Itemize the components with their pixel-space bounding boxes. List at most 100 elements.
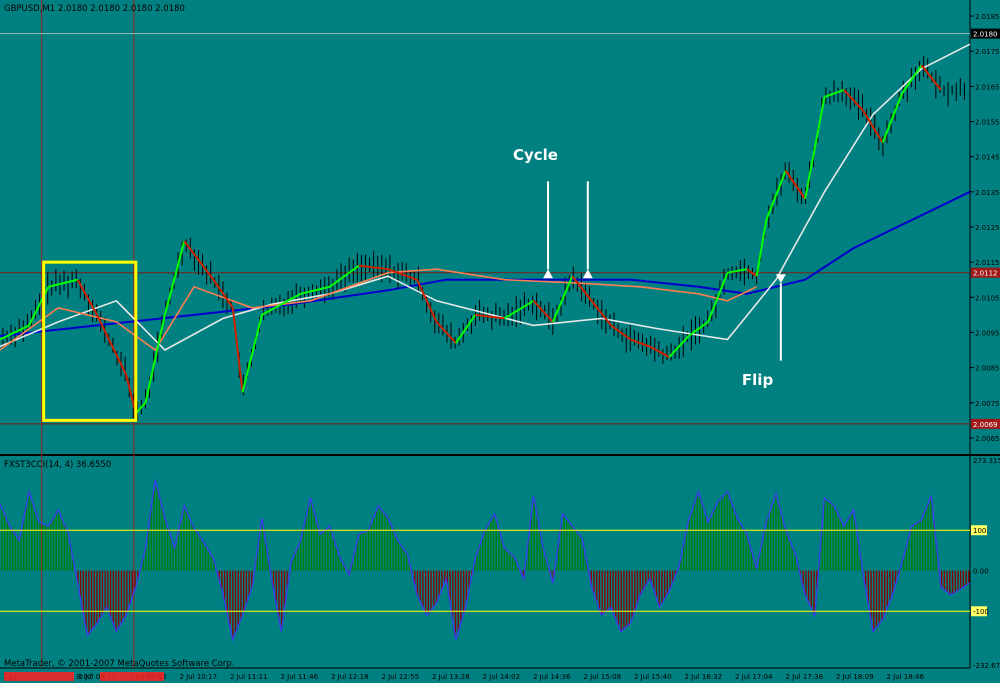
trend-down-segment: [784, 170, 806, 200]
bottom-time-axis: [0, 668, 1000, 683]
price-marker-label: 2.0180: [973, 31, 998, 39]
trend-up-segment: [329, 264, 360, 288]
trend-up-segment: [804, 96, 826, 200]
copyright-text: MetaTrader, © 2001-2007 MetaQuotes Softw…: [4, 659, 234, 669]
price-tick-label: 2.0095: [975, 329, 1000, 337]
trend-up-segment: [707, 272, 729, 323]
trend-up-segment: [755, 219, 768, 277]
time-tick-label: 2 Jul 11:11: [230, 673, 268, 681]
ma-fast-line: [0, 268, 757, 352]
flip-arrow-head: [775, 274, 786, 284]
price-marker-badge: [971, 267, 1000, 278]
trend-up-segment: [881, 93, 904, 143]
ma-slow-line: [0, 190, 971, 337]
time-tick-label: 2 Jul 16:32: [685, 673, 723, 681]
trend-down-segment: [435, 321, 457, 344]
price-tick-label: 2.0165: [975, 83, 1000, 91]
price-tick-label: 2.0115: [975, 259, 1000, 267]
price-tick-label: 2.0075: [975, 400, 1000, 408]
price-tick-label: 2.0185: [975, 13, 1000, 21]
trend-down-segment: [231, 307, 244, 393]
trend-down-segment: [416, 279, 438, 323]
trend-down-segment: [475, 313, 505, 320]
time-tick-label: 2 Jul 14:36: [533, 673, 571, 681]
trend-up-segment: [901, 64, 923, 94]
trend-up-segment: [261, 303, 282, 316]
trend-up-segment: [668, 335, 690, 358]
price-tick-label: 2.0175: [975, 48, 1000, 56]
time-tick-label: 2 Jul 12:18: [331, 673, 369, 681]
trend-down-segment: [96, 314, 127, 376]
time-tick-label: 2 Jul 17:04: [735, 673, 773, 681]
trend-down-segment: [920, 64, 942, 91]
time-tick-label: 2 Jul 18:46: [887, 673, 925, 681]
price-tick-label: 2.0145: [975, 154, 1000, 162]
cycle-arrow-left-head: [543, 269, 554, 279]
trend-up-segment: [824, 88, 845, 98]
cci-level-badge: [971, 525, 987, 536]
cycle-annotation: Cycle: [513, 146, 558, 164]
trend-down-segment: [358, 264, 389, 271]
trend-up-segment: [135, 402, 147, 415]
trend-up-segment: [241, 314, 263, 393]
trend-down-segment: [387, 268, 418, 281]
price-tick-label: 2.0085: [975, 365, 1000, 373]
indicator-header: FXST3CCI(14, 4) 36.6550: [4, 460, 111, 470]
right-price-axis: [970, 0, 1000, 683]
time-tick-label: 2 Jul 10:17: [180, 673, 218, 681]
price-tick-label: 2.0155: [975, 119, 1000, 127]
time-tick-label: 2 Jul 11:46: [281, 673, 319, 681]
ma-mid-line: [0, 43, 971, 351]
time-highlight-right: [100, 672, 164, 681]
cci-axis-label: 273.315: [973, 457, 1000, 465]
trend-up-segment: [727, 268, 748, 274]
trend-down-segment: [183, 240, 215, 281]
trend-down-segment: [746, 268, 758, 278]
trend-down-segment: [590, 300, 612, 327]
price-tick-label: 2.0135: [975, 189, 1000, 197]
trend-down-segment: [76, 279, 98, 316]
trend-down-segment: [532, 300, 554, 323]
trend-up-segment: [300, 285, 331, 295]
price-marker-label: 2.0069: [973, 421, 998, 429]
time-tick-label: 2 Jul 17:36: [786, 673, 824, 681]
trend-down-segment: [571, 275, 593, 302]
time-tick-label: 2 Jul 15:40: [634, 673, 672, 681]
time-tick-label: 2 Jul 09:13: [79, 673, 117, 681]
time-tick-label: 2 Jul 12:55: [382, 673, 420, 681]
trend-up-segment: [144, 314, 166, 403]
price-marker-label: 2.0112: [973, 270, 998, 278]
trend-down-segment: [610, 324, 632, 341]
time-tick-label: 2 Jul 14:02: [483, 673, 521, 681]
flip-annotation: Flip: [742, 371, 774, 389]
price-tick-label: 2.0105: [975, 294, 1000, 302]
trend-down-segment: [649, 345, 670, 358]
cci-axis-label: 0.00: [973, 568, 989, 576]
price-marker-badge: [971, 28, 1000, 39]
cycle-arrow-right-head: [582, 269, 593, 279]
trend-up-segment: [163, 240, 186, 316]
main-chart-panel[interactable]: [0, 0, 970, 454]
trend-down-segment: [212, 279, 234, 309]
time-tick-label: 2 Jul 18:09: [836, 673, 874, 681]
cci-axis-label: -100: [973, 608, 989, 616]
time-highlight-left: [4, 672, 74, 681]
trend-down-segment: [125, 374, 137, 414]
trend-down-segment: [862, 110, 884, 144]
price-marker-badge: [971, 418, 1000, 429]
time-tick-label: 2 Jul 15:08: [584, 673, 622, 681]
trend-up-segment: [28, 286, 50, 326]
trend-up-segment: [48, 278, 78, 288]
trend-up-segment: [503, 299, 535, 320]
trend-down-segment: [843, 89, 865, 112]
main-header: GBPUSD,M1 2.0180 2.0180 2.0180 2.0180: [4, 4, 185, 14]
trend-up-segment: [765, 170, 787, 221]
cci-axis-label: 100: [973, 527, 986, 535]
trend-down-segment: [630, 338, 651, 348]
highlight-box: [42, 260, 138, 422]
trend-up-segment: [0, 324, 30, 341]
price-tick-label: 2.0065: [975, 435, 1000, 443]
trend-up-segment: [280, 292, 302, 306]
time-tick-label: ...8:07: [70, 673, 92, 681]
